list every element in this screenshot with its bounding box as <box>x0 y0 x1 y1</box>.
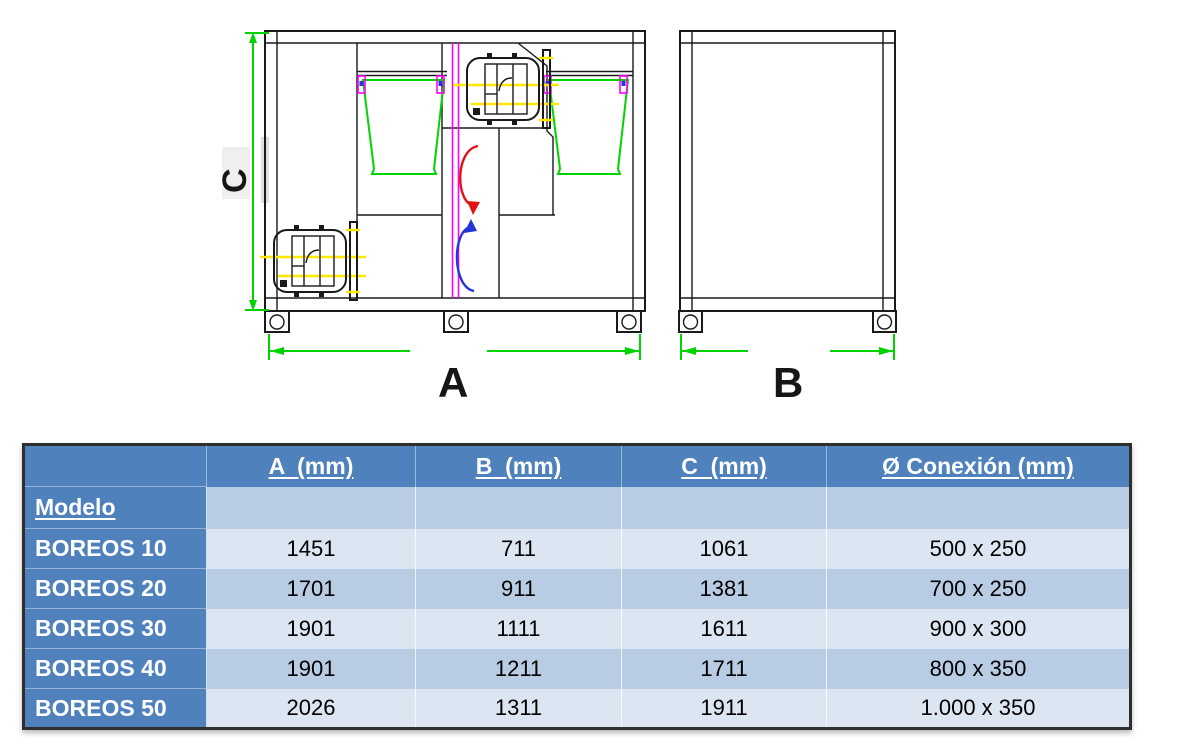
front-view <box>258 30 646 333</box>
model-name-cell: BOREOS 30 <box>23 608 207 649</box>
table-row: BOREOS 20 1701 911 1381 700 x 250 <box>23 568 1131 609</box>
col-header-a-label: A (mm) <box>268 452 354 479</box>
table-row: BOREOS 10 1451 711 1061 500 x 250 <box>23 528 1131 569</box>
table-cell: 911 <box>415 568 622 609</box>
model-name-cell: BOREOS 10 <box>23 528 207 569</box>
table-cell: 1701 <box>206 568 416 609</box>
col-header-b-label: B (mm) <box>475 452 562 479</box>
front-view-outline <box>264 30 646 312</box>
table-row-modelo: Modelo <box>23 486 1131 529</box>
fan-unit-bottom <box>258 220 368 302</box>
table-cell <box>826 486 1131 529</box>
col-header-a: A (mm) <box>206 444 416 487</box>
table-row: BOREOS 40 1901 1211 1711 800 x 350 <box>23 648 1131 689</box>
mounting-feet <box>264 310 642 333</box>
col-header-conexion-label: Ø Conexión (mm) <box>882 452 1074 479</box>
dimension-a: A <box>268 334 641 406</box>
dim-label-c: C <box>216 168 254 193</box>
table-cell: 1211 <box>415 648 622 689</box>
table-cell: 1611 <box>621 608 827 649</box>
table-cell: 1.000 x 350 <box>826 688 1131 729</box>
table-row: BOREOS 30 1901 1111 1611 900 x 300 <box>23 608 1131 649</box>
scan-artifact <box>222 147 250 199</box>
table-header-row: A (mm) B (mm) C (mm) Ø Conexión (mm) <box>23 444 1131 487</box>
table-cell: 1901 <box>206 648 416 689</box>
table-cell: 800 x 350 <box>826 648 1131 689</box>
corner-header-cell <box>23 444 207 487</box>
table-cell <box>206 486 416 529</box>
table-cell: 1111 <box>415 608 622 649</box>
model-name-cell: BOREOS 20 <box>23 568 207 609</box>
dimensions-table: A (mm) B (mm) C (mm) Ø Conexión (mm) Mod… <box>22 443 1132 730</box>
col-header-c: C (mm) <box>621 444 827 487</box>
dim-label-a: A <box>438 359 468 406</box>
side-view-outline <box>679 30 896 312</box>
table-cell: 900 x 300 <box>826 608 1131 649</box>
dimension-c: C <box>216 32 269 311</box>
side-view <box>678 30 897 333</box>
table-cell: 500 x 250 <box>826 528 1131 569</box>
mounting-feet <box>678 310 897 333</box>
col-header-conexion: Ø Conexión (mm) <box>826 444 1131 487</box>
internal-partitions <box>356 42 633 298</box>
table-cell: 1901 <box>206 608 416 649</box>
table-cell: 1311 <box>415 688 622 729</box>
table-cell: 1451 <box>206 528 416 569</box>
filter-bag-left <box>361 79 446 175</box>
airflow-arrow-hot <box>459 144 480 215</box>
row-header-modelo: Modelo <box>23 486 207 529</box>
table-cell: 1061 <box>621 528 827 569</box>
model-name-cell: BOREOS 40 <box>23 648 207 689</box>
table-cell: 711 <box>415 528 622 569</box>
col-header-b: B (mm) <box>415 444 622 487</box>
fan-unit-top <box>451 48 561 130</box>
col-header-c-label: C (mm) <box>681 452 767 479</box>
dim-label-b: B <box>773 359 803 406</box>
technical-drawing: C A B <box>216 30 897 406</box>
table-cell: 2026 <box>206 688 416 729</box>
model-name-cell: BOREOS 50 <box>23 688 207 729</box>
table-cell <box>621 486 827 529</box>
modelo-label: Modelo <box>35 494 116 520</box>
table-cell: 1381 <box>621 568 827 609</box>
table-row: BOREOS 50 2026 1311 1911 1.000 x 350 <box>23 688 1131 729</box>
table-cell: 1911 <box>621 688 827 729</box>
dimension-b: B <box>680 334 895 406</box>
table-cell <box>415 486 622 529</box>
filter-bag-right <box>547 79 630 175</box>
table-cell: 700 x 250 <box>826 568 1131 609</box>
airflow-arrow-cold <box>455 219 477 293</box>
table-cell: 1711 <box>621 648 827 689</box>
